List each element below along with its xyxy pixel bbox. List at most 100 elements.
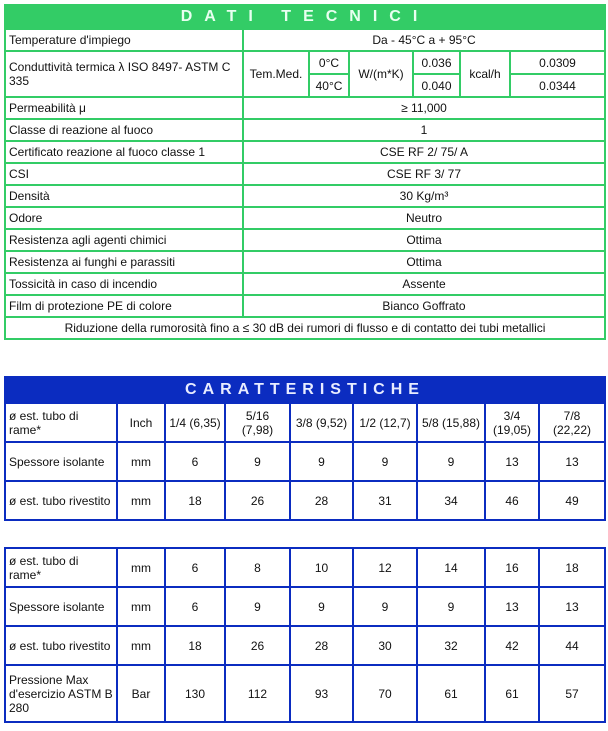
row-value: Da - 45°C a + 95°C <box>242 28 606 52</box>
row-unit: mm <box>116 586 166 627</box>
row-value: 8 <box>224 547 291 588</box>
row-value: 3/8 (9,52) <box>289 402 354 443</box>
row-value: 57 <box>538 664 606 723</box>
row-value: 9 <box>224 586 291 627</box>
row-value: 9 <box>352 586 418 627</box>
row-label: Odore <box>4 206 244 230</box>
row-value: 70 <box>352 664 418 723</box>
table-row: ø est. tubo rivestito mm 18 26 28 30 32 42 44 <box>4 625 606 666</box>
row-value: 14 <box>416 547 486 588</box>
row-value: 3/4 (19,05) <box>484 402 540 443</box>
table-row: ø est. tubo di rame* mm 6 8 10 12 14 16 18 <box>4 547 606 588</box>
row-label: Densità <box>4 184 244 208</box>
row-value: 9 <box>224 441 291 482</box>
row-value: 7/8 (22,22) <box>538 402 606 443</box>
row-value: 46 <box>484 480 540 521</box>
row-value: Neutro <box>242 206 606 230</box>
table-row: Permeabilità μ ≥ 11,000 <box>4 96 606 120</box>
row-value: 30 <box>352 625 418 666</box>
table-row: Densità 30 Kg/m³ <box>4 184 606 208</box>
w-value: 0.040 <box>412 73 461 98</box>
table-row: CSI CSE RF 3/ 77 <box>4 162 606 186</box>
row-label: Film di protezione PE di colore <box>4 294 244 318</box>
row-value: 13 <box>538 441 606 482</box>
row-value: 13 <box>484 441 540 482</box>
row-label: Temperature d'impiego <box>4 28 244 52</box>
row-value: 44 <box>538 625 606 666</box>
table-row: Conduttività termica λ ISO 8497- ASTM C … <box>4 50 606 98</box>
caratteristiche-table-1: CARATTERISTICHE ø est. tubo di rame* Inch… <box>4 376 606 521</box>
table-row: ø est. tubo rivestito mm 18 26 28 31 34 46 49 <box>4 480 606 521</box>
row-label: Tossicità in caso di incendio <box>4 272 244 296</box>
row-value: 93 <box>289 664 354 723</box>
table-row: Spessore isolante mm 6 9 9 9 9 13 13 <box>4 441 606 482</box>
row-value: 5/8 (15,88) <box>416 402 486 443</box>
table-row: Resistenza agli agenti chimici Ottima <box>4 228 606 252</box>
row-label: ø est. tubo rivestito <box>4 480 118 521</box>
row-value: 42 <box>484 625 540 666</box>
row-value: 32 <box>416 625 486 666</box>
table-row: Resistenza ai funghi e parassiti Ottima <box>4 250 606 274</box>
noise-note: Riduzione della rumorosità fino a ≤ 30 d… <box>4 316 606 340</box>
row-value: 9 <box>289 586 354 627</box>
row-value: 13 <box>538 586 606 627</box>
row-value: Ottima <box>242 228 606 252</box>
row-value: 61 <box>484 664 540 723</box>
kcal-value: 0.0344 <box>509 73 606 98</box>
row-unit: mm <box>116 480 166 521</box>
row-value: CSE RF 2/ 75/ A <box>242 140 606 164</box>
row-value: 28 <box>289 625 354 666</box>
temp-value: 0°C <box>308 50 350 75</box>
row-label: Classe di reazione al fuoco <box>4 118 244 142</box>
row-unit: mm <box>116 547 166 588</box>
row-label: CSI <box>4 162 244 186</box>
dati-tecnici-title: DATI TECNICI <box>4 4 606 30</box>
row-label: Spessore isolante <box>4 586 118 627</box>
row-value: 34 <box>416 480 486 521</box>
row-value: 13 <box>484 586 540 627</box>
row-value: 30 Kg/m³ <box>242 184 606 208</box>
unit-w: W/(m*K) <box>348 50 414 98</box>
row-value: 61 <box>416 664 486 723</box>
row-unit: mm <box>116 441 166 482</box>
row-value: 18 <box>538 547 606 588</box>
row-value: 49 <box>538 480 606 521</box>
row-value: 1/2 (12,7) <box>352 402 418 443</box>
row-label: ø est. tubo rivestito <box>4 625 118 666</box>
row-value: 9 <box>352 441 418 482</box>
row-value: 12 <box>352 547 418 588</box>
caratteristiche-title: CARATTERISTICHE <box>4 376 606 404</box>
row-unit: Inch <box>116 402 166 443</box>
row-unit: mm <box>116 625 166 666</box>
row-value: 5/16 (7,98) <box>224 402 291 443</box>
row-value: 16 <box>484 547 540 588</box>
kcal-value: 0.0309 <box>509 50 606 75</box>
row-value: 31 <box>352 480 418 521</box>
dati-tecnici-table: DATI TECNICI Temperature d'impiego Da - … <box>4 4 606 340</box>
row-label: ø est. tubo di rame* <box>4 402 118 443</box>
table-row: 40°C 0.040 0.0344 <box>5 73 606 98</box>
tem-med-label: Tem.Med. <box>242 50 310 98</box>
row-value: 6 <box>164 586 226 627</box>
table-row: Pressione Max d'esercizio ASTM B 280 Bar 1… <box>4 664 606 723</box>
row-label: Conduttività termica λ ISO 8497- ASTM C … <box>4 50 244 98</box>
temp-value: 40°C <box>308 73 350 98</box>
caratteristiche-table-2: ø est. tubo di rame* mm 6 8 10 12 14 16 18 Spesso… <box>4 547 606 723</box>
row-value: CSE RF 3/ 77 <box>242 162 606 186</box>
table-row: Classe di reazione al fuoco 1 <box>4 118 606 142</box>
row-value: 130 <box>164 664 226 723</box>
unit-kcal: kcal/h <box>459 50 511 98</box>
row-value: 9 <box>416 441 486 482</box>
row-value: 6 <box>164 441 226 482</box>
row-value: 9 <box>289 441 354 482</box>
table-row: Riduzione della rumorosità fino a ≤ 30 d… <box>4 316 606 340</box>
row-value: ≥ 11,000 <box>242 96 606 120</box>
table-row: Certificato reazione al fuoco classe 1 CS… <box>4 140 606 164</box>
row-value: 28 <box>289 480 354 521</box>
table-row: Film di protezione PE di colore Bianco Go… <box>4 294 606 318</box>
row-value: 9 <box>416 586 486 627</box>
table-row: Spessore isolante mm 6 9 9 9 9 13 13 <box>4 586 606 627</box>
row-value: 26 <box>224 480 291 521</box>
row-label: Spessore isolante <box>4 441 118 482</box>
row-label: Permeabilità μ <box>4 96 244 120</box>
